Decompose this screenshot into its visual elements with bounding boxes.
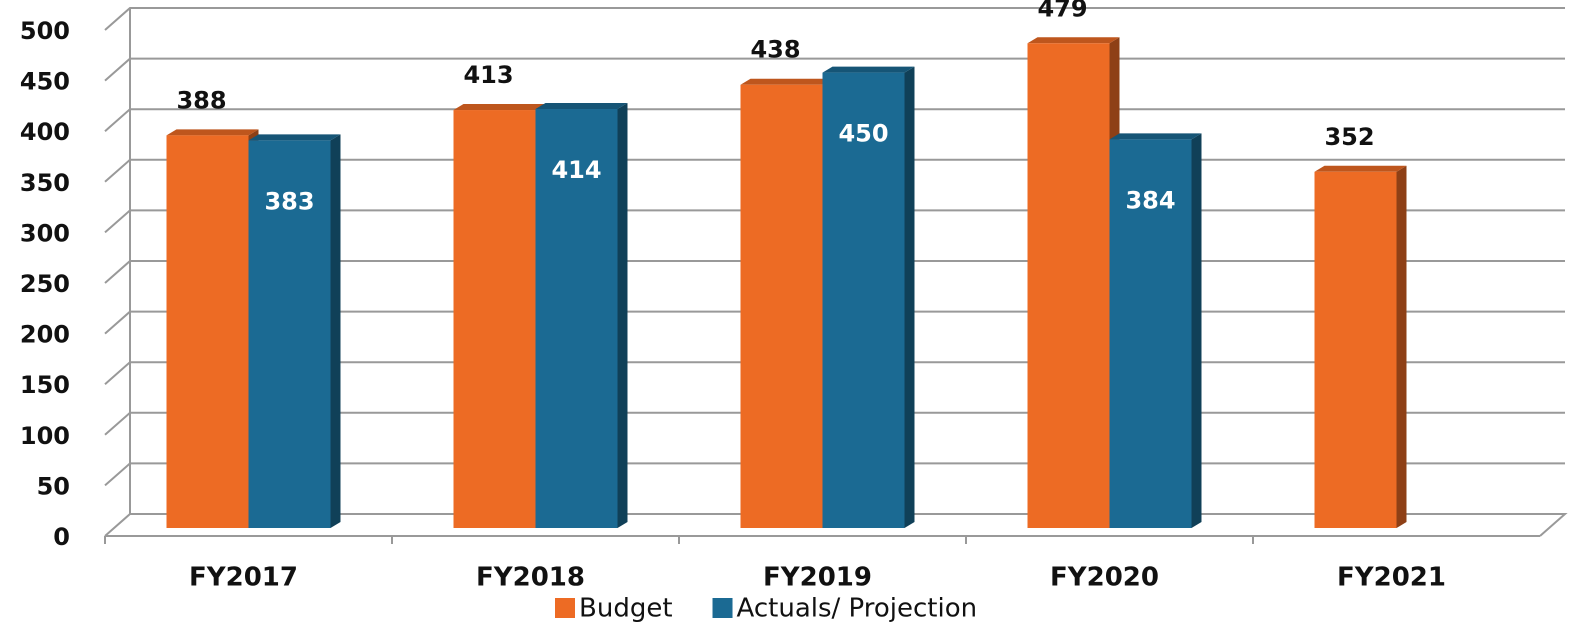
y-tick-label: 300 bbox=[20, 219, 70, 247]
x-tick-label: FY2019 bbox=[763, 563, 872, 593]
x-tick-label: FY2017 bbox=[189, 563, 298, 593]
bar-top bbox=[248, 134, 341, 141]
y-tick-label: 0 bbox=[53, 523, 70, 551]
y-tick-label: 250 bbox=[20, 270, 70, 298]
bar-side bbox=[1396, 165, 1407, 528]
value-label: 383 bbox=[264, 187, 314, 215]
value-label: 384 bbox=[1125, 186, 1175, 214]
y-tick-label: 200 bbox=[20, 321, 70, 349]
value-label: 479 bbox=[1037, 0, 1087, 22]
bar-top bbox=[1314, 165, 1407, 172]
grid-line bbox=[104, 7, 1565, 31]
y-tick-label: 150 bbox=[20, 371, 70, 399]
value-label: 450 bbox=[838, 120, 888, 148]
bar bbox=[1027, 43, 1110, 528]
y-tick-label: 400 bbox=[20, 118, 70, 146]
bar-top bbox=[453, 104, 546, 111]
y-tick-label: 350 bbox=[20, 169, 70, 197]
bar-top bbox=[740, 78, 833, 85]
bar-side bbox=[330, 134, 341, 529]
bar bbox=[535, 109, 618, 529]
value-label: 388 bbox=[176, 86, 226, 114]
y-tick-label: 450 bbox=[20, 68, 70, 96]
bar-side bbox=[617, 103, 628, 529]
value-label: 413 bbox=[463, 61, 513, 89]
x-tick-label: FY2020 bbox=[1050, 563, 1159, 593]
bar-top bbox=[535, 103, 628, 110]
bar-top bbox=[1027, 37, 1120, 44]
x-tick-label: FY2021 bbox=[1337, 563, 1446, 593]
bar bbox=[1314, 171, 1397, 528]
bar bbox=[740, 84, 823, 528]
value-label: 352 bbox=[1324, 123, 1374, 151]
legend-swatch bbox=[712, 598, 733, 618]
y-tick-label: 500 bbox=[20, 17, 70, 45]
value-label: 414 bbox=[551, 156, 601, 184]
legend-label: Actuals/ Projection bbox=[737, 594, 978, 624]
bar-top bbox=[822, 66, 915, 73]
bar-side bbox=[1191, 133, 1202, 528]
value-label: 438 bbox=[750, 36, 800, 64]
bar bbox=[166, 135, 249, 528]
legend-swatch bbox=[555, 598, 575, 618]
bar-top bbox=[166, 129, 259, 136]
legend-label: Budget bbox=[579, 594, 673, 624]
bar-side bbox=[904, 66, 915, 528]
y-tick-label: 100 bbox=[20, 422, 70, 450]
x-tick-label: FY2018 bbox=[476, 563, 585, 593]
bar bbox=[1109, 139, 1192, 528]
y-tick-label: 50 bbox=[37, 472, 70, 500]
bar bbox=[453, 110, 536, 528]
bar bbox=[822, 72, 905, 528]
bar bbox=[248, 140, 331, 529]
bar-top bbox=[1109, 133, 1202, 140]
